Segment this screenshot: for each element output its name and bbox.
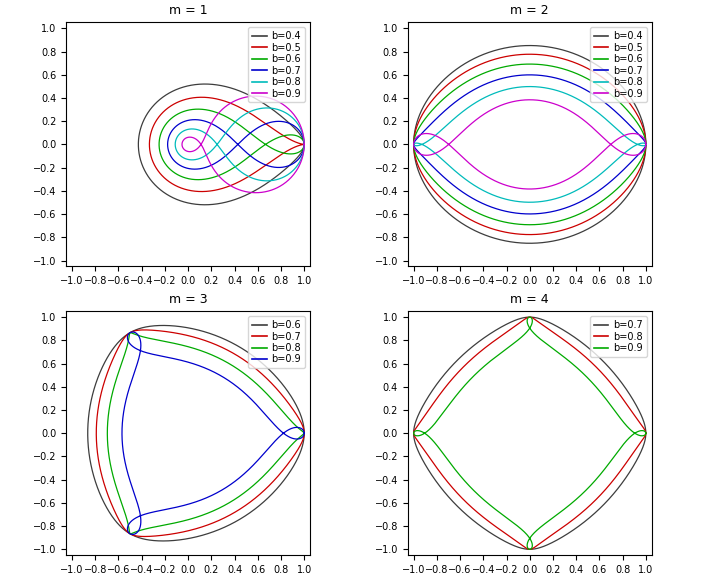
Legend: b=0.4, b=0.5, b=0.6, b=0.7, b=0.8, b=0.9: b=0.4, b=0.5, b=0.6, b=0.7, b=0.8, b=0.9 (249, 27, 305, 102)
Legend: b=0.4, b=0.5, b=0.6, b=0.7, b=0.8, b=0.9: b=0.4, b=0.5, b=0.6, b=0.7, b=0.8, b=0.9 (590, 27, 647, 102)
Title: m = 3: m = 3 (169, 293, 207, 306)
Title: m = 1: m = 1 (169, 4, 207, 17)
Title: m = 4: m = 4 (510, 293, 549, 306)
Title: m = 2: m = 2 (510, 4, 549, 17)
Legend: b=0.6, b=0.7, b=0.8, b=0.9: b=0.6, b=0.7, b=0.8, b=0.9 (249, 316, 305, 368)
Legend: b=0.7, b=0.8, b=0.9: b=0.7, b=0.8, b=0.9 (590, 316, 647, 357)
